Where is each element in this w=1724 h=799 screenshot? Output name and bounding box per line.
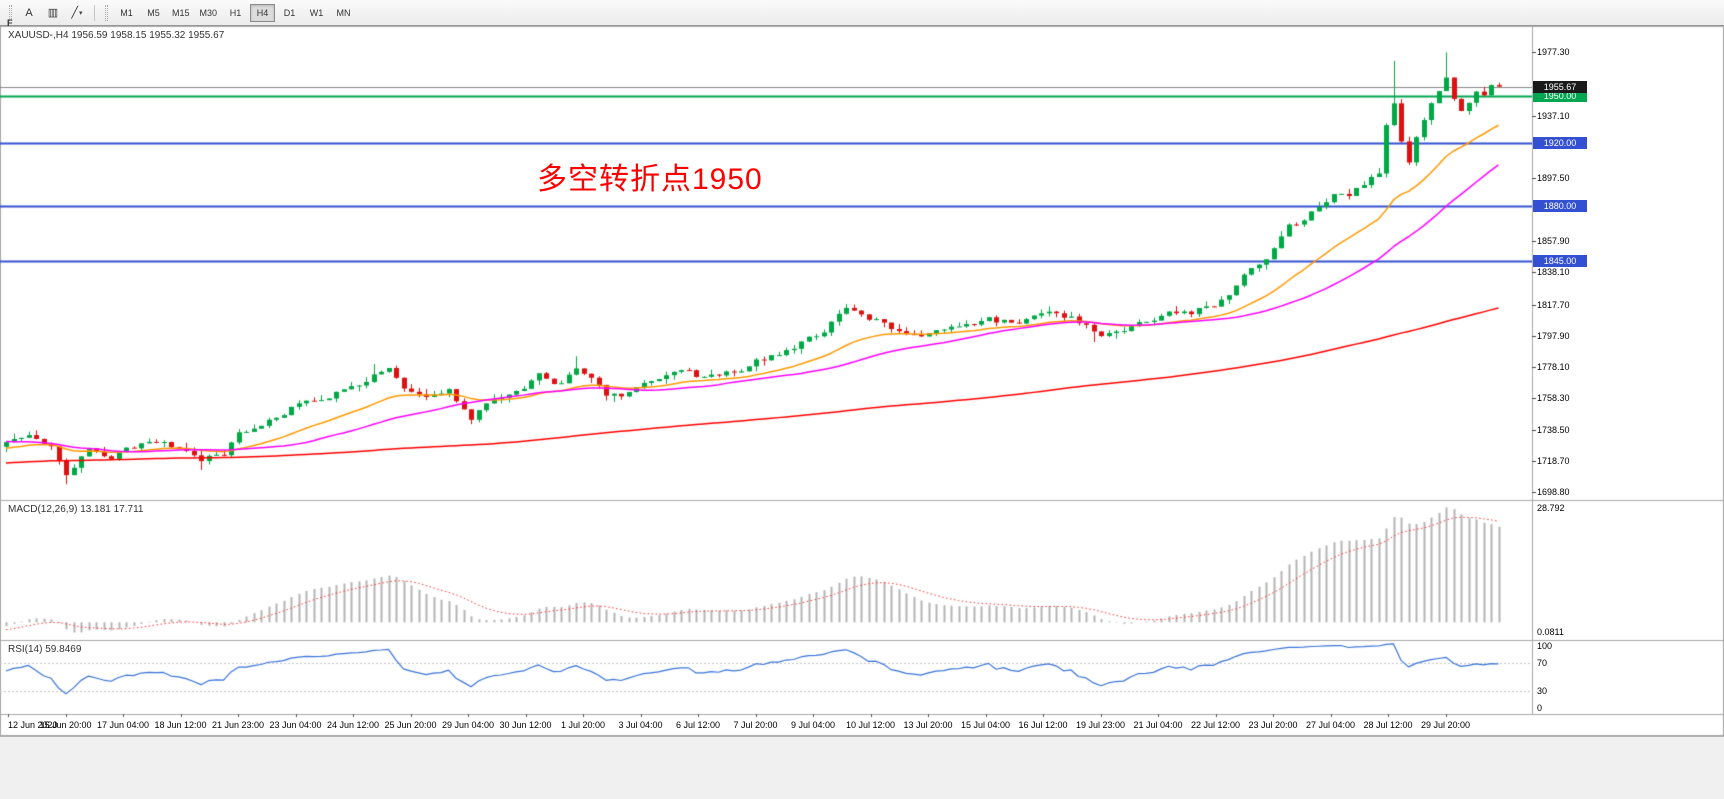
caret-down-icon: ▾ (79, 9, 83, 17)
macd-axis-min-label: 0.0811 (1537, 627, 1564, 637)
price-grid-label: 1778.10 (1537, 362, 1570, 373)
time-axis-label[interactable]: 7 Jul 20:00 (733, 720, 778, 730)
price-grid-label: 1758.30 (1537, 393, 1570, 404)
toolbar-grip[interactable] (105, 4, 108, 21)
toolbar-grip[interactable] (9, 4, 12, 21)
chart-overlays: XAUUSD-,H4 1956.59 1958.15 1955.32 1955.… (0, 26, 1724, 799)
price-grid-label: 1797.90 (1537, 330, 1570, 341)
time-axis-label[interactable]: 24 Jun 12:00 (326, 720, 380, 730)
time-axis-label[interactable]: 16 Jul 12:00 (1018, 720, 1068, 730)
timeframe-w1[interactable]: W1 (304, 4, 329, 22)
line-studies-dropdown[interactable]: ╱ ▾ (65, 3, 89, 23)
toolbar-separator (94, 4, 95, 21)
hline-price-box[interactable]: 1920.00 (1533, 136, 1587, 149)
hline-price-box[interactable]: 1880.00 (1533, 200, 1587, 213)
bottom-strip (0, 736, 1724, 799)
timeframe-m5[interactable]: M5 (141, 4, 166, 22)
rsi-label: RSI(14) 59.8469 (8, 644, 82, 655)
time-axis-label[interactable]: 3 Jul 04:00 (618, 720, 663, 730)
time-axis-label[interactable]: 1 Jul 20:00 (560, 720, 606, 730)
time-axis-label[interactable]: 13 Jul 20:00 (903, 720, 953, 730)
time-axis-label[interactable]: 15 Jul 04:00 (960, 720, 1011, 730)
time-axis-label[interactable]: 6 Jul 12:00 (675, 720, 721, 730)
time-axis-label[interactable]: 21 Jun 23:00 (211, 720, 265, 730)
line-tool-icon: ╱ (71, 7, 79, 19)
time-axis-label[interactable]: 15 Jun 20:00 (39, 720, 92, 730)
hline-price-box[interactable]: 1955.67 (1533, 80, 1587, 93)
price-grid-label: 1838.10 (1537, 267, 1570, 278)
time-axis-label[interactable]: 29 Jul 20:00 (1420, 720, 1471, 730)
chart-canvas[interactable] (0, 26, 1724, 736)
price-grid-label: 1937.10 (1537, 110, 1570, 121)
time-axis-label[interactable]: 23 Jul 20:00 (1248, 720, 1298, 730)
chart-symbol-title: XAUUSD-,H4 1956.59 1958.15 1955.32 1955.… (8, 30, 225, 41)
chart-window: XAUUSD-,H4 1956.59 1958.15 1955.32 1955.… (0, 26, 1724, 799)
timeframe-h1[interactable]: H1 (223, 4, 248, 22)
time-axis-label[interactable]: 22 Jul 12:00 (1190, 720, 1241, 730)
toolbar: A ▥ ╱ ▾ M1 M5 M15 M30 H1 H4 D1 W1 MN (0, 0, 1724, 26)
time-axis-label[interactable]: 23 Jun 04:00 (269, 720, 322, 730)
price-grid-label: 1897.50 (1537, 173, 1570, 184)
time-axis-label[interactable]: 10 Jul 12:00 (845, 720, 896, 730)
price-grid-label: 1738.50 (1537, 424, 1570, 435)
chart-annotation[interactable]: 多空转折点1950 (537, 163, 763, 196)
timeframe-h4[interactable]: H4 (250, 3, 276, 22)
timeframe-m1[interactable]: M1 (114, 4, 139, 22)
time-axis-label[interactable]: 21 Jul 04:00 (1133, 720, 1183, 730)
time-axis-label[interactable]: 27 Jul 04:00 (1305, 720, 1356, 730)
rsi-axis-label: 0 (1537, 703, 1543, 713)
price-grid-label: 1977.30 (1537, 47, 1570, 58)
time-axis-label[interactable]: 25 Jun 20:00 (384, 720, 437, 730)
timeframe-mn[interactable]: MN (331, 4, 356, 22)
time-axis-label[interactable]: 18 Jun 12:00 (154, 720, 207, 730)
price-grid-label: 1718.70 (1537, 455, 1570, 466)
price-grid-label: 1817.70 (1537, 299, 1570, 310)
timeframe-m15[interactable]: M15 (168, 4, 194, 22)
time-axis-label[interactable]: 28 Jul 12:00 (1363, 720, 1413, 730)
time-axis-label[interactable]: 30 Jun 12:00 (499, 720, 552, 730)
time-axis-label[interactable]: 12 Jun 2020 (8, 720, 58, 730)
price-grid-label: 1698.80 (1537, 487, 1570, 498)
timeframe-m30[interactable]: M30 (196, 4, 222, 22)
time-axis-label[interactable]: 19 Jul 23:00 (1075, 720, 1126, 730)
price-grid-label: 1857.90 (1537, 236, 1570, 247)
time-axis-label[interactable]: 17 Jun 04:00 (96, 720, 150, 730)
macd-label: MACD(12,26,9) 13.181 17.711 (8, 504, 144, 515)
rsi-axis-label: 70 (1537, 658, 1548, 668)
time-axis-label[interactable]: 29 Jun 04:00 (441, 720, 495, 730)
timeframe-d1[interactable]: D1 (277, 4, 302, 22)
cursor-tool-button[interactable]: A (17, 3, 41, 23)
rsi-axis-label: 100 (1537, 641, 1553, 651)
hline-price-box[interactable]: 1845.00 (1533, 255, 1587, 268)
macd-axis-max-label: 28.792 (1537, 503, 1565, 513)
chart-objects-button[interactable]: ▥ (41, 3, 65, 23)
rsi-axis-label: 30 (1537, 686, 1548, 696)
time-axis-label[interactable]: 9 Jul 04:00 (790, 720, 836, 730)
f-label: F (7, 18, 13, 28)
